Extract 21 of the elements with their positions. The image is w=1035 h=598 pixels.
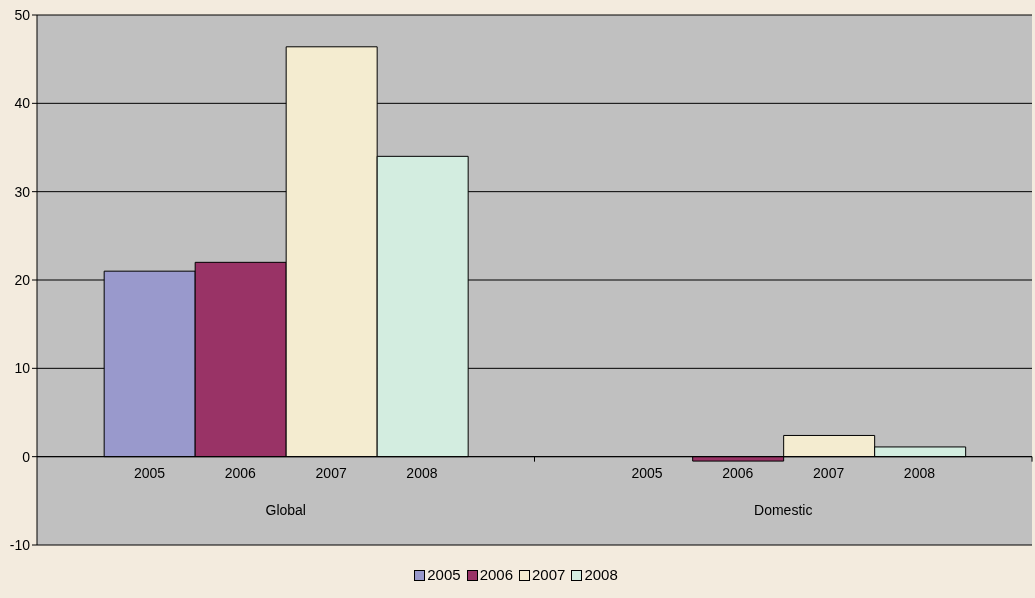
text: 2006 bbox=[722, 464, 754, 481]
text: 2008 bbox=[406, 464, 438, 481]
y-tick-label: 20 bbox=[14, 271, 31, 288]
x-tick-label: Domestic bbox=[754, 501, 813, 518]
y-tick-label: -10 bbox=[9, 536, 31, 553]
text: 2005 bbox=[631, 464, 663, 481]
y-tick-label: 40 bbox=[14, 95, 31, 112]
text: 2008 bbox=[903, 464, 936, 481]
y-tick-label: 0 bbox=[22, 448, 31, 465]
legend-label: 2008 bbox=[584, 566, 618, 584]
legend-label: 2007 bbox=[532, 566, 566, 584]
y-tick-label: 10 bbox=[14, 360, 31, 377]
y-tick-label: 50 bbox=[14, 6, 31, 23]
text: 2007 bbox=[813, 464, 845, 481]
y-tick-label: 30 bbox=[14, 183, 31, 200]
text: 2006 bbox=[224, 464, 256, 481]
x-tick-label: Global bbox=[265, 501, 306, 518]
text: 2007 bbox=[315, 464, 347, 481]
text: 2005 bbox=[133, 464, 166, 481]
legend-label: 2005 bbox=[427, 566, 461, 584]
legend-label: 2006 bbox=[479, 566, 513, 584]
